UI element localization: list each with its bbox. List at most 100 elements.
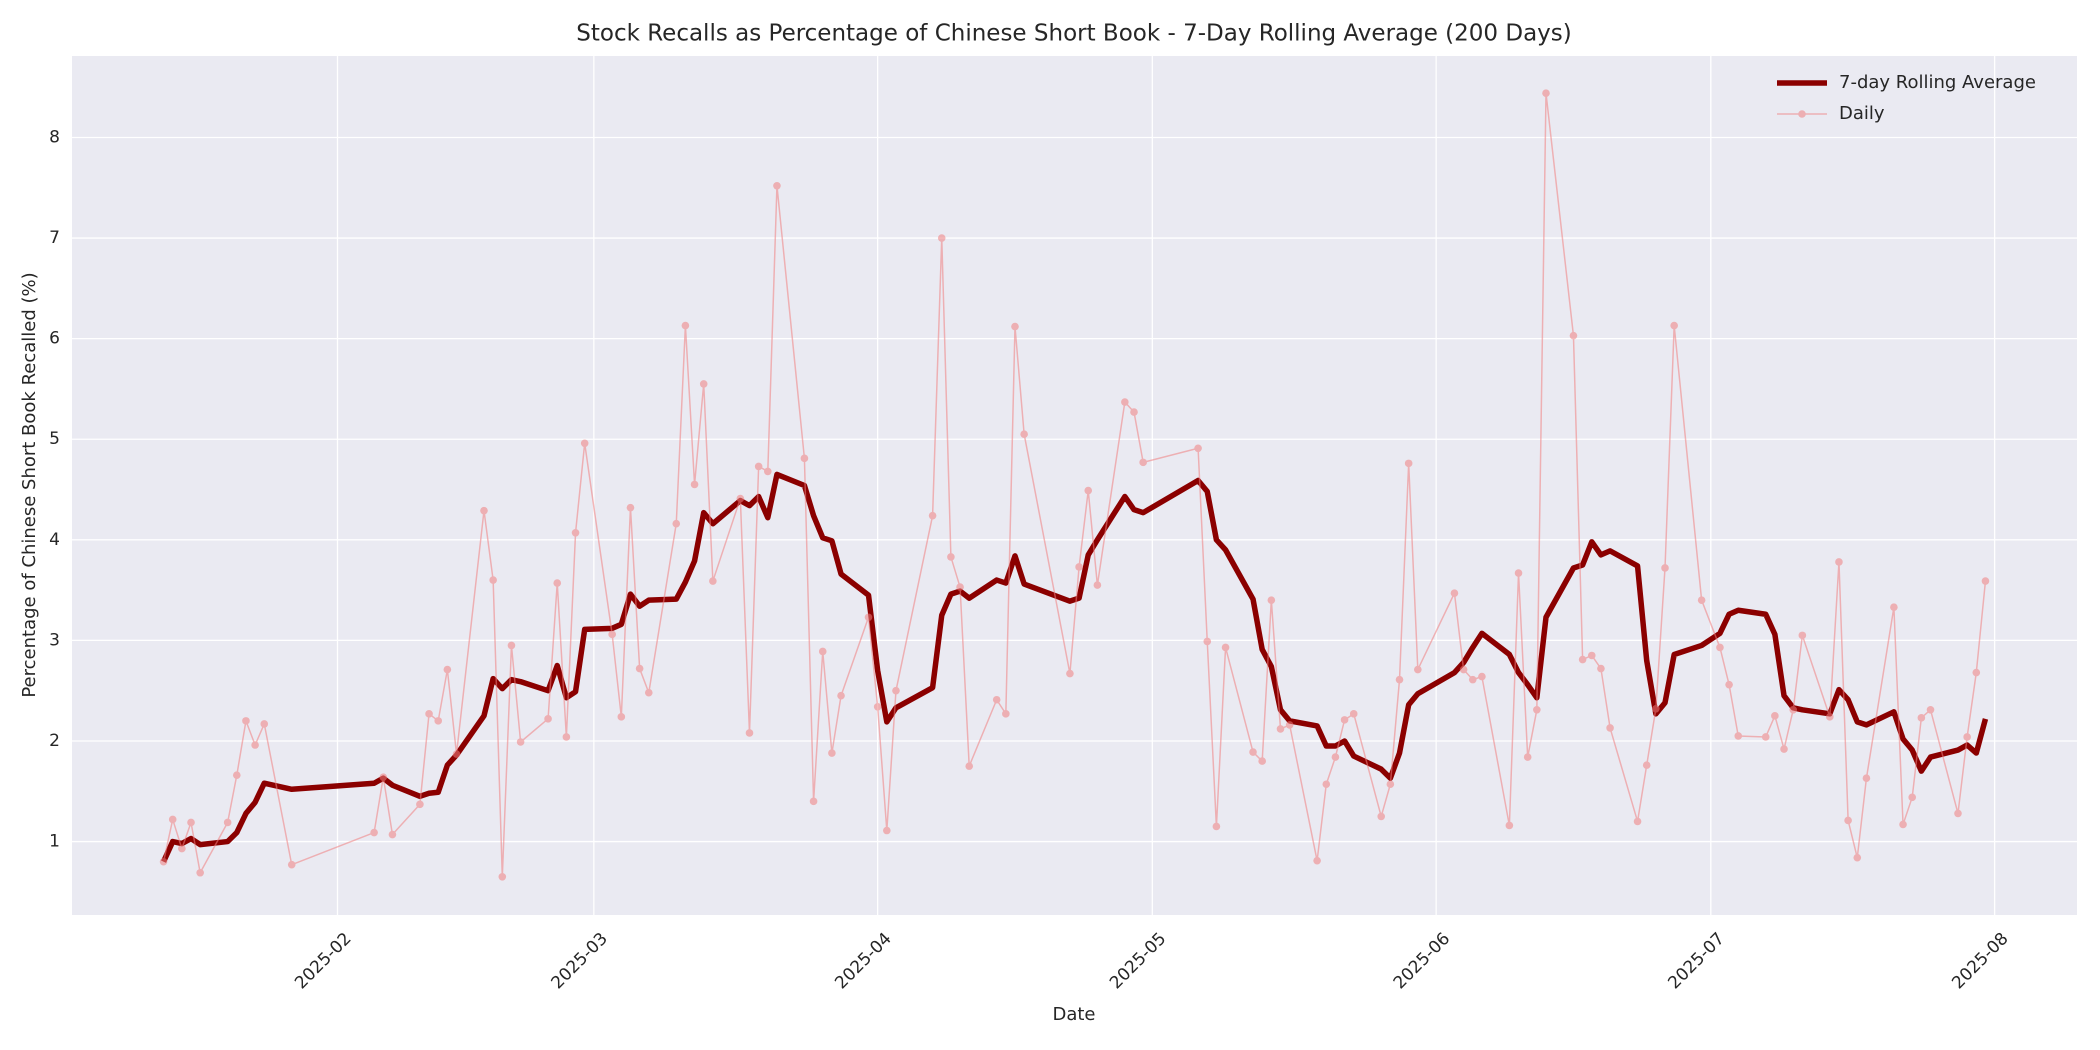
- point: [1899, 820, 1907, 829]
- point: [709, 577, 717, 585]
- point: [1468, 675, 1477, 684]
- point: [1963, 733, 1971, 741]
- point: [1249, 748, 1257, 756]
- plot-area: [72, 56, 2077, 915]
- y-tick-label: 8: [49, 127, 60, 147]
- point: [1093, 581, 1102, 589]
- point: [1771, 712, 1779, 720]
- series-group: [159, 89, 1990, 881]
- point: [892, 686, 900, 695]
- line: [162, 92, 1987, 878]
- legend-label: 7-day Rolling Average: [1839, 72, 2036, 93]
- point: [1285, 721, 1294, 729]
- point: [992, 695, 1001, 704]
- x-tick-label: 2025-06: [1390, 929, 1454, 993]
- point: [1377, 812, 1386, 821]
- point: [736, 494, 745, 503]
- point: [242, 717, 250, 725]
- point: [956, 583, 964, 591]
- point: [544, 715, 552, 723]
- point: [745, 729, 754, 737]
- point: [287, 860, 296, 869]
- point: [873, 702, 882, 711]
- point: [1798, 631, 1807, 640]
- point: [1139, 458, 1147, 467]
- point: [1761, 733, 1770, 741]
- point: [1578, 655, 1587, 664]
- point: [1203, 637, 1212, 646]
- point: [1331, 753, 1340, 761]
- y-tick-label: 7: [49, 228, 60, 248]
- point: [699, 380, 708, 388]
- y-axis-label: Percentage of Chinese Short Book Recalle…: [19, 272, 40, 697]
- x-axis-label: Date: [1052, 1004, 1095, 1025]
- point: [388, 830, 397, 839]
- x-tick-label: 2025-07: [1664, 929, 1728, 993]
- point: [864, 613, 873, 622]
- point: [928, 511, 937, 520]
- point: [1121, 398, 1129, 406]
- y-tick-label: 5: [49, 429, 60, 449]
- point: [1514, 569, 1523, 577]
- point: [1661, 564, 1669, 572]
- point: [837, 691, 845, 700]
- point: [489, 576, 497, 584]
- point: [1533, 706, 1541, 714]
- point: [516, 738, 525, 746]
- point: [965, 762, 974, 770]
- point: [379, 773, 388, 781]
- point: [681, 321, 690, 330]
- chart-title: Stock Recalls as Percentage of Chinese S…: [576, 21, 1572, 47]
- point: [553, 579, 562, 587]
- point: [1002, 710, 1010, 718]
- point: [1386, 780, 1395, 789]
- point: [672, 519, 681, 528]
- point: [1459, 665, 1468, 674]
- point: [370, 828, 378, 837]
- point: [580, 439, 589, 448]
- point: [617, 713, 626, 721]
- legend-label: Daily: [1839, 103, 1885, 124]
- point: [571, 528, 580, 537]
- point: [251, 741, 259, 749]
- point: [187, 818, 195, 827]
- point: [1011, 322, 1019, 331]
- point: [1853, 853, 1862, 862]
- point: [1789, 706, 1797, 714]
- point: [1313, 856, 1321, 865]
- point: [608, 630, 616, 639]
- point: [1276, 725, 1285, 733]
- legend-marker: [1798, 110, 1806, 118]
- point: [1926, 706, 1935, 714]
- point: [1066, 669, 1074, 678]
- point: [828, 749, 836, 757]
- point: [1505, 821, 1514, 830]
- point: [1780, 745, 1788, 753]
- y-tick-label: 3: [49, 630, 60, 650]
- point: [635, 664, 644, 673]
- point: [1084, 486, 1093, 495]
- point: [1917, 714, 1926, 722]
- point: [1322, 780, 1331, 789]
- legend-item: [1777, 110, 1827, 118]
- point: [159, 857, 168, 866]
- point: [1404, 459, 1413, 468]
- point: [1633, 817, 1642, 826]
- point: [1908, 793, 1917, 802]
- point: [1890, 603, 1898, 612]
- point: [1450, 589, 1459, 597]
- point: [178, 844, 186, 853]
- point: [498, 872, 507, 881]
- point: [1734, 732, 1743, 740]
- point: [434, 717, 443, 725]
- point: [1258, 757, 1266, 765]
- point: [1478, 672, 1486, 681]
- point: [1862, 774, 1871, 783]
- point: [1697, 596, 1706, 604]
- point: [1267, 596, 1276, 604]
- y-tick-label: 6: [49, 329, 60, 349]
- y-tick-label: 4: [49, 530, 60, 550]
- point: [1349, 710, 1358, 718]
- point: [809, 797, 818, 806]
